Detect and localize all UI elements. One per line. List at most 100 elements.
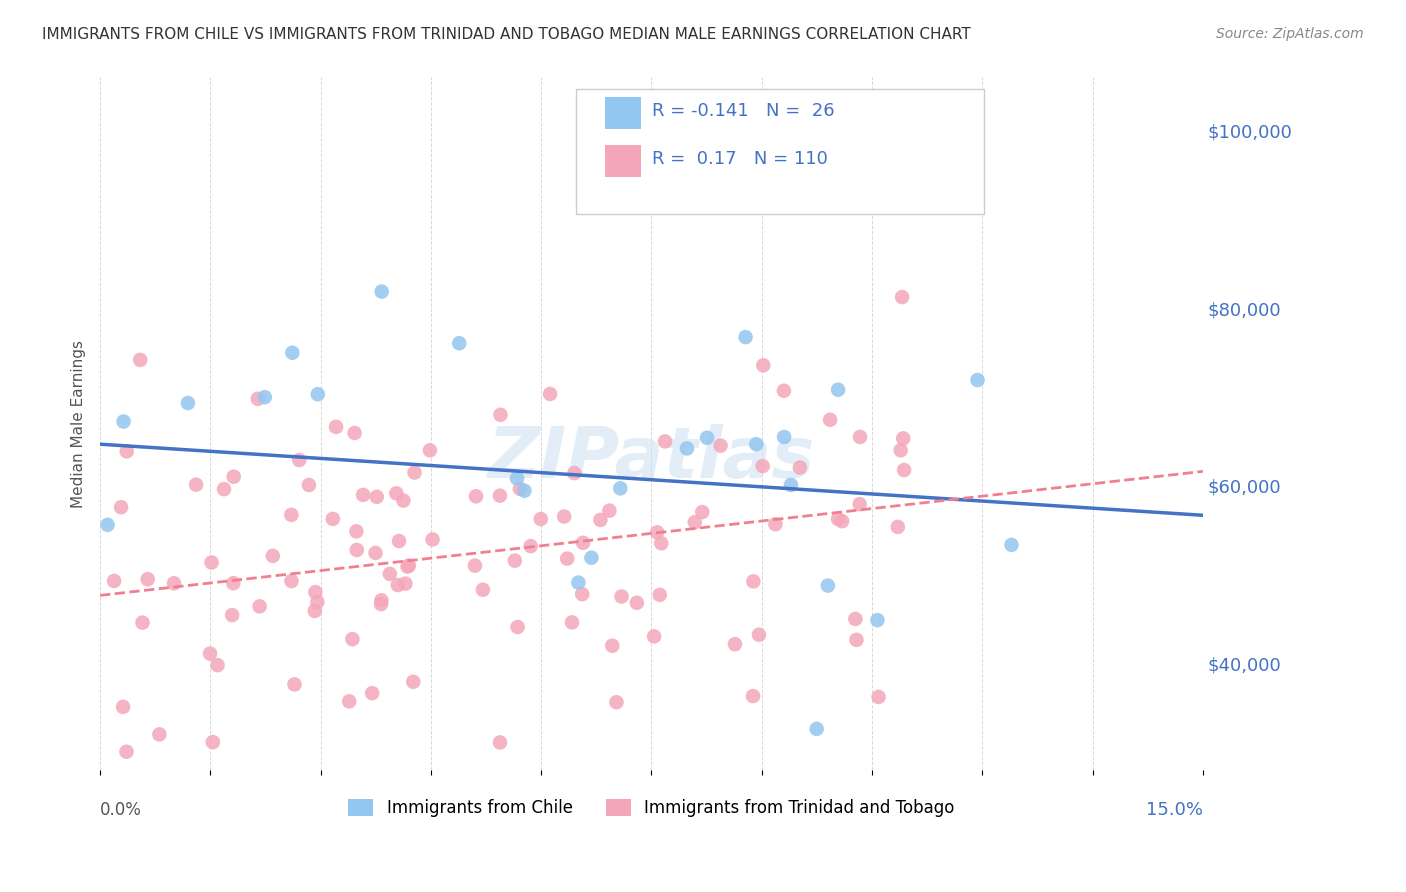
Point (110, 500, 132, 515)
Point (827, 512, 849, 526)
Point (538, 387, 561, 401)
Point (449, 336, 471, 351)
Point (748, 628, 770, 642)
Point (322, 512, 344, 526)
Point (280, 508, 302, 522)
Point (364, 546, 387, 560)
Point (827, 383, 849, 397)
Point (891, 431, 914, 445)
Point (780, 478, 803, 492)
Point (519, 539, 541, 553)
Point (696, 431, 718, 445)
Text: Source: ZipAtlas.com: Source: ZipAtlas.com (1216, 27, 1364, 41)
Point (378, 566, 401, 581)
Text: R =  0.17   N = 110: R = 0.17 N = 110 (652, 150, 828, 168)
Point (307, 595, 329, 609)
Point (344, 524, 367, 539)
Point (283, 677, 305, 691)
Point (887, 520, 910, 534)
Point (849, 430, 872, 444)
Point (513, 483, 536, 498)
Point (343, 425, 366, 440)
Point (370, 597, 392, 611)
Point (553, 509, 575, 524)
Point (304, 604, 326, 618)
Point (489, 735, 512, 749)
Point (198, 647, 221, 661)
Point (561, 615, 583, 630)
Point (163, 576, 186, 591)
Point (581, 550, 603, 565)
Point (280, 574, 302, 588)
Point (388, 534, 411, 549)
Point (506, 471, 529, 485)
Point (346, 543, 368, 558)
Point (304, 585, 326, 599)
Point (419, 443, 441, 458)
Point (643, 629, 665, 643)
Point (530, 512, 553, 526)
Point (370, 285, 392, 299)
Point (683, 515, 706, 529)
Point (370, 593, 392, 607)
Point (129, 352, 152, 367)
Point (465, 489, 488, 503)
Text: ZIPatlas: ZIPatlas (488, 424, 815, 493)
Point (610, 590, 633, 604)
Point (645, 525, 668, 540)
Point (228, 778, 250, 792)
Point (222, 469, 245, 483)
Point (489, 489, 512, 503)
Point (281, 345, 304, 359)
Point (1000, 538, 1022, 552)
Point (890, 443, 912, 458)
Point (398, 558, 420, 573)
Point (396, 559, 419, 574)
Point (509, 482, 531, 496)
Point (742, 689, 765, 703)
Point (605, 695, 627, 709)
Point (262, 549, 284, 563)
Legend: Immigrants from Chile, Immigrants from Trinidad and Tobago: Immigrants from Chile, Immigrants from T… (342, 792, 962, 824)
Point (148, 727, 170, 741)
Point (249, 599, 271, 614)
Point (112, 415, 135, 429)
Point (131, 615, 153, 630)
Point (246, 392, 269, 406)
Point (734, 330, 756, 344)
Point (184, 477, 207, 491)
Text: R = -0.141   N =  26: R = -0.141 N = 26 (652, 103, 835, 120)
Point (589, 513, 612, 527)
Y-axis label: Median Male Earnings: Median Male Earnings (72, 340, 86, 508)
Point (337, 694, 360, 708)
Point (387, 578, 409, 592)
Point (115, 745, 138, 759)
Point (136, 572, 159, 586)
Point (626, 596, 648, 610)
Point (567, 575, 589, 590)
Point (555, 551, 578, 566)
Point (222, 576, 245, 591)
Point (471, 582, 494, 597)
Point (806, 722, 828, 736)
Point (891, 290, 914, 304)
Point (789, 460, 811, 475)
Point (572, 536, 595, 550)
Point (868, 690, 890, 704)
Point (752, 359, 775, 373)
Point (690, 505, 713, 519)
Point (654, 434, 676, 449)
Point (111, 845, 134, 859)
Text: IMMIGRANTS FROM CHILE VS IMMIGRANTS FROM TRINIDAD AND TOBAGO MEDIAN MALE EARNING: IMMIGRANTS FROM CHILE VS IMMIGRANTS FROM… (42, 27, 972, 42)
Point (763, 517, 786, 532)
Point (394, 576, 416, 591)
Text: 15.0%: 15.0% (1146, 801, 1204, 819)
Point (650, 536, 672, 550)
Point (221, 608, 243, 623)
Point (506, 620, 529, 634)
Point (503, 554, 526, 568)
Point (325, 420, 347, 434)
Point (464, 558, 486, 573)
Point (307, 387, 329, 401)
Point (489, 408, 512, 422)
